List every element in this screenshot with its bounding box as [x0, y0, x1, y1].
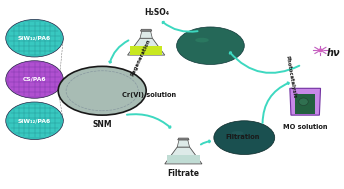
- Polygon shape: [290, 88, 321, 115]
- Ellipse shape: [299, 98, 308, 105]
- Polygon shape: [177, 140, 190, 147]
- Text: H₂SO₄: H₂SO₄: [144, 8, 169, 17]
- Text: CS/PA6: CS/PA6: [23, 77, 46, 82]
- Circle shape: [176, 27, 244, 64]
- Text: Filtrate: Filtrate: [168, 169, 200, 178]
- Ellipse shape: [6, 19, 63, 57]
- Text: SiW₁₂/PA6: SiW₁₂/PA6: [18, 36, 51, 41]
- Circle shape: [58, 66, 146, 115]
- Text: Regeneration: Regeneration: [130, 39, 152, 77]
- Polygon shape: [128, 38, 165, 55]
- Ellipse shape: [232, 131, 244, 135]
- Text: Cr(VI) solution: Cr(VI) solution: [122, 91, 176, 98]
- Polygon shape: [165, 147, 202, 164]
- Polygon shape: [178, 138, 189, 140]
- Ellipse shape: [6, 102, 63, 139]
- Text: hν: hν: [327, 48, 341, 58]
- Polygon shape: [295, 94, 315, 114]
- Circle shape: [214, 121, 275, 155]
- Polygon shape: [140, 29, 152, 31]
- Polygon shape: [167, 155, 200, 163]
- Polygon shape: [140, 31, 152, 38]
- Text: Filtration: Filtration: [226, 134, 260, 140]
- Circle shape: [317, 49, 324, 52]
- Text: Photocatalysis: Photocatalysis: [284, 55, 297, 98]
- Ellipse shape: [195, 38, 209, 43]
- Text: SNM: SNM: [93, 120, 112, 129]
- Polygon shape: [130, 46, 162, 55]
- Text: SiW₁₂/PA6: SiW₁₂/PA6: [18, 118, 51, 123]
- Ellipse shape: [6, 61, 63, 98]
- Text: MO solution: MO solution: [283, 124, 327, 130]
